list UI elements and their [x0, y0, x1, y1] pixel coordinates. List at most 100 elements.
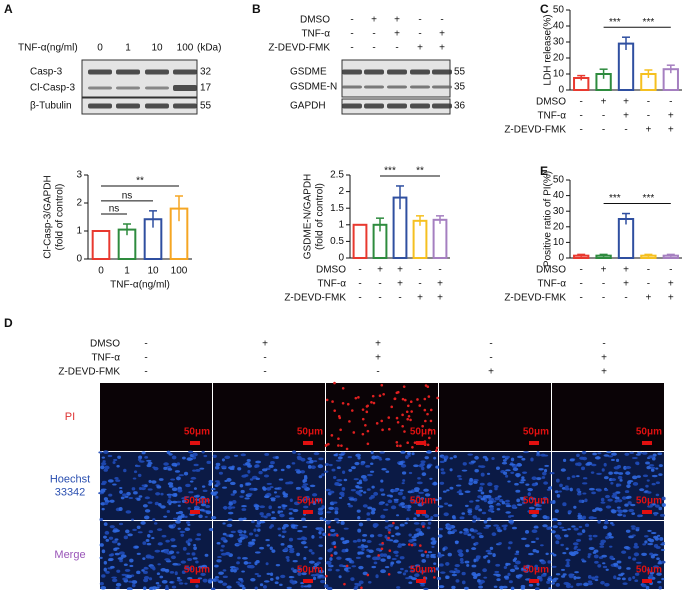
nucleus	[268, 464, 274, 468]
nucleus	[591, 491, 596, 495]
nucleus	[375, 547, 381, 552]
nucleus	[625, 529, 631, 533]
y-tick-label: 0	[338, 253, 344, 264]
nucleus	[344, 567, 349, 572]
nucleus	[144, 566, 148, 569]
condition-sign: -	[580, 111, 583, 122]
nucleus	[634, 579, 639, 583]
nucleus	[348, 504, 353, 508]
nucleus	[519, 481, 525, 484]
y-axis-label: (fold of control)	[55, 184, 66, 251]
nucleus	[193, 508, 199, 511]
scale-bar	[190, 441, 200, 445]
nucleus	[159, 575, 164, 579]
nucleus	[429, 569, 434, 573]
nucleus	[100, 465, 105, 470]
nucleus	[145, 554, 152, 558]
nucleus	[378, 502, 384, 506]
nucleus	[435, 465, 440, 469]
nucleus	[413, 499, 418, 504]
nucleus	[291, 462, 296, 465]
nucleus	[399, 523, 405, 527]
nucleus	[278, 478, 284, 481]
nucleus	[336, 521, 340, 524]
nucleus	[137, 473, 142, 478]
pi-spot	[428, 428, 431, 432]
nucleus	[409, 569, 415, 573]
nucleus	[148, 577, 153, 581]
nucleus	[355, 453, 361, 458]
pi-spot	[387, 572, 391, 576]
nucleus	[254, 534, 259, 537]
nucleus	[645, 585, 650, 590]
nucleus	[582, 492, 587, 495]
nucleus	[196, 533, 202, 537]
nucleus	[398, 543, 402, 547]
nucleus	[487, 500, 494, 505]
nucleus	[287, 544, 293, 549]
nucleus	[614, 496, 620, 500]
nucleus	[437, 505, 444, 508]
nucleus	[488, 489, 493, 494]
nucleus	[158, 478, 164, 481]
nucleus	[236, 543, 242, 546]
nucleus	[536, 477, 542, 481]
nucleus	[147, 501, 153, 504]
nucleus	[634, 572, 640, 576]
nucleus	[561, 528, 568, 532]
blot-band	[116, 69, 140, 75]
nucleus	[340, 493, 345, 498]
condition-sign: +	[375, 353, 381, 364]
nucleus	[173, 517, 177, 520]
nucleus	[594, 456, 601, 460]
nucleus	[280, 543, 285, 546]
pi-spot	[404, 398, 407, 402]
nucleus	[605, 505, 612, 509]
nucleus	[114, 538, 119, 541]
nucleus	[520, 497, 527, 501]
nucleus	[99, 543, 104, 547]
y-axis-label: (fold of control)	[315, 183, 326, 250]
nucleus	[176, 462, 181, 466]
nucleus	[565, 485, 569, 488]
nucleus	[396, 586, 401, 589]
nucleus	[357, 545, 363, 549]
nucleus	[449, 457, 454, 460]
nucleus	[353, 478, 359, 481]
nucleus	[615, 483, 620, 488]
nucleus	[227, 518, 233, 521]
nucleus	[337, 456, 343, 460]
nucleus	[313, 452, 320, 456]
nucleus	[265, 539, 270, 542]
nucleus	[552, 500, 556, 504]
nucleus	[430, 537, 436, 541]
nucleus	[390, 561, 395, 565]
nucleus	[357, 515, 361, 520]
condition-sign: +	[394, 29, 400, 40]
nucleus	[297, 453, 301, 456]
nucleus	[661, 496, 666, 501]
condition-label: DMSO	[90, 339, 120, 350]
nucleus	[282, 548, 289, 552]
nucleus	[285, 555, 290, 560]
nucleus	[560, 468, 566, 472]
condition-sign: +	[601, 97, 607, 108]
nucleus	[471, 547, 477, 551]
nucleus	[178, 510, 184, 515]
nucleus	[509, 568, 516, 573]
condition-sign: +	[262, 339, 268, 350]
condition-sign: -	[669, 97, 672, 108]
nucleus	[316, 561, 321, 565]
nucleus	[465, 549, 469, 553]
pi-spot	[380, 419, 384, 423]
y-axis-label: LDH release(%)	[543, 14, 554, 85]
pi-spot	[345, 564, 349, 568]
lane-label: 10	[151, 43, 163, 54]
y-tick-label: 1	[76, 226, 82, 237]
nucleus	[176, 578, 183, 582]
nucleus	[658, 464, 663, 468]
nucleus	[658, 560, 662, 564]
nucleus	[582, 456, 588, 461]
nucleus	[233, 569, 237, 573]
nucleus	[303, 498, 310, 501]
